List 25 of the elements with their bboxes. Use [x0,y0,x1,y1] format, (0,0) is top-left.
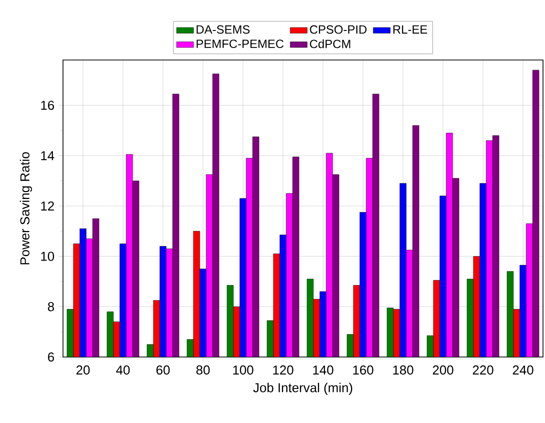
y-tick-label: 6 [48,352,54,362]
y-axis-title: Power Saving Ratio [20,152,32,264]
x-tick-label: 80 [196,365,210,375]
x-tick-label: 120 [273,365,294,375]
legend-label: CPSO-PID [310,25,367,34]
x-tick-label: 100 [233,365,254,375]
x-tick-label: 240 [512,365,534,375]
x-tick-label: 160 [353,365,374,375]
x-tick-label: 220 [472,365,494,375]
y-tick-label: 16 [41,100,54,110]
x-axis-title: Job Interval (min) [253,382,352,395]
x-tick-label: 60 [156,365,170,375]
y-tick-label: 14 [41,151,54,160]
legend-label: PEMFC-PEMEC [196,40,284,48]
legend-label: DA-SEMS [196,25,250,34]
y-tick-label: 8 [48,302,54,312]
legend-label: CdPCM [310,39,350,48]
x-tick-label: 200 [432,365,454,375]
y-tick-label: 10 [41,252,54,261]
x-tick-label: 140 [313,365,334,375]
legend-label: RL-EE [393,25,428,34]
y-tick-label: 12 [41,201,54,211]
x-tick-label: 180 [393,365,414,375]
x-tick-label: 20 [76,365,90,375]
x-tick-label: 40 [116,365,130,375]
